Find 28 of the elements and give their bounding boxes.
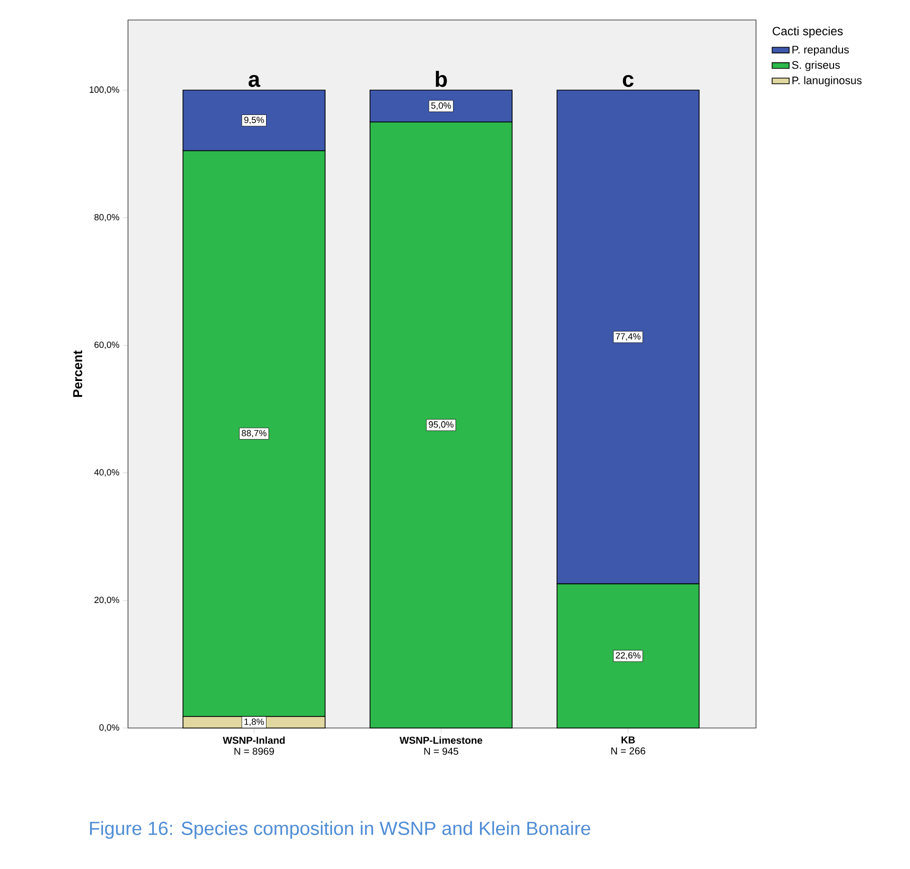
- annotation: a: [248, 74, 260, 87]
- data-label: 5,0%: [431, 102, 451, 110]
- data-label: 95,0%: [428, 421, 454, 429]
- text: N = 8969: [234, 748, 274, 755]
- legend-label: P. repandus: [792, 45, 849, 56]
- data-label: 22,6%: [616, 652, 640, 660]
- data-label: 88,7%: [242, 430, 266, 438]
- legend-title: Cacti species: [772, 26, 843, 38]
- y-axis-title: Percent: [73, 350, 82, 397]
- y-tick-label: 60,0%: [94, 342, 120, 349]
- x-tick-label: WSNP-Limestone: [400, 736, 482, 744]
- annotation: b: [436, 70, 447, 87]
- y-tick-label: 80,0%: [94, 214, 120, 222]
- caption: Figure 16: Species composition in WSNP and Klein Bonaire: [90, 821, 590, 839]
- text: N = 266: [611, 747, 646, 754]
- y-tick-label: 40,0%: [94, 469, 120, 477]
- annotation: c: [622, 74, 634, 87]
- data-label: 9,5%: [244, 116, 264, 124]
- legend-label: P. lanuginosus: [792, 76, 862, 86]
- data-label: 1,8%: [244, 718, 264, 726]
- text: N = 945: [424, 748, 458, 755]
- x-tick-label: WSNP-Inland: [222, 736, 285, 744]
- y-tick-label: 0,0%: [99, 724, 120, 732]
- y-tick-label: 20,0%: [94, 596, 120, 604]
- data-label: 77,4%: [616, 333, 640, 341]
- legend-label: S. griseus: [792, 60, 840, 72]
- y-tick-label: 100,0%: [90, 86, 120, 94]
- x-tick-label: KB: [622, 736, 635, 744]
